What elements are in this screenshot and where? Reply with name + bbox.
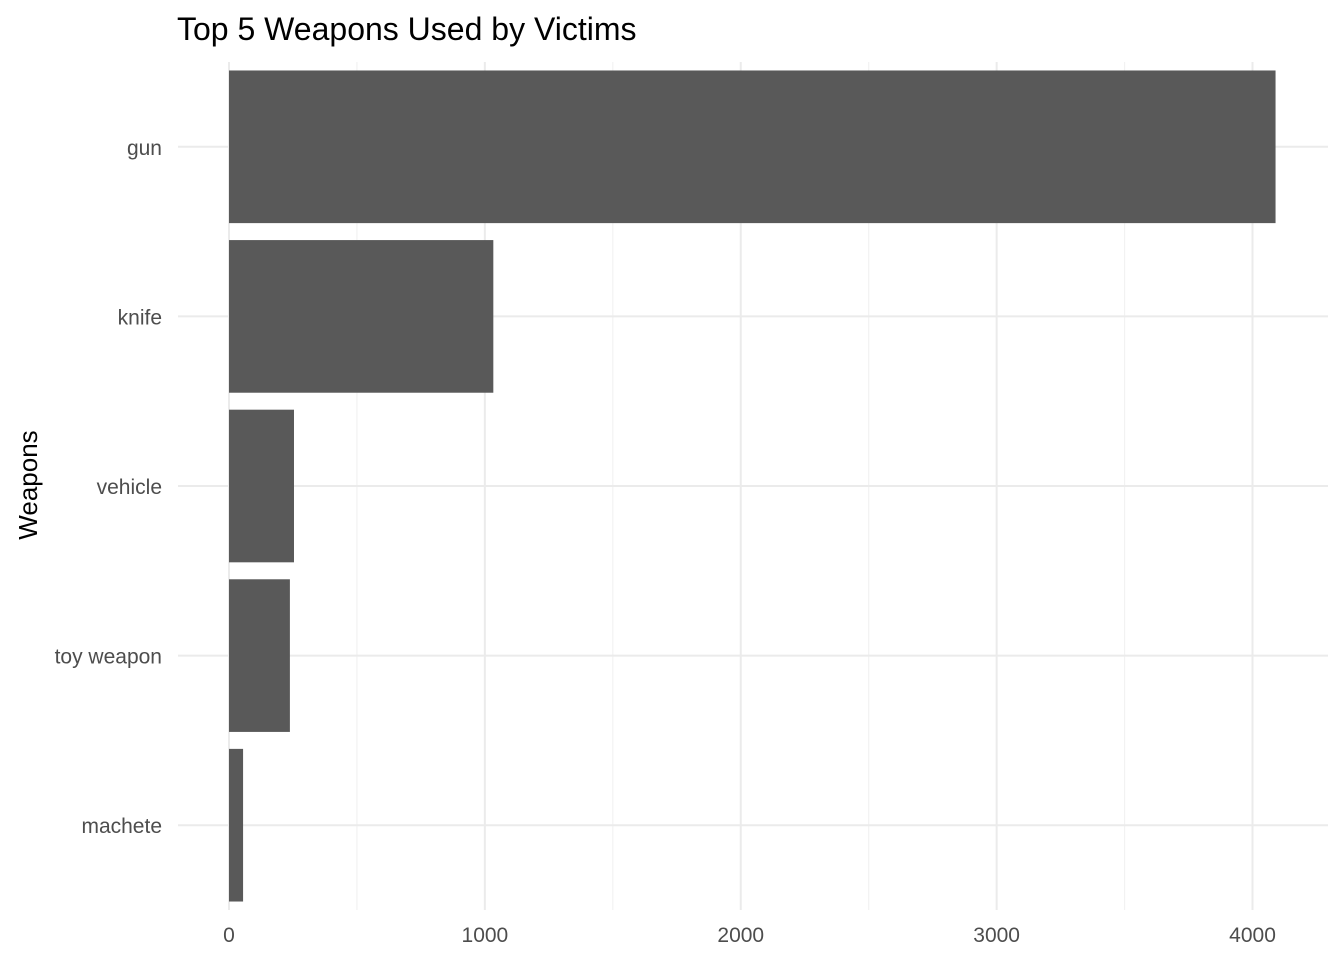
bar-machete (229, 748, 244, 902)
x-tick-label: 2000 (717, 924, 764, 947)
bar-vehicle (229, 409, 294, 563)
x-tick-label: 3000 (973, 924, 1020, 947)
y-tick-label: toy weapon (55, 646, 162, 669)
x-tick-label: 4000 (1229, 924, 1276, 947)
bar-gun (229, 70, 1276, 224)
y-tick-label: vehicle (97, 476, 162, 499)
y-tick-label: machete (81, 815, 162, 838)
chart-title: Top 5 Weapons Used by Victims (177, 11, 636, 47)
y-tick-label: gun (127, 137, 162, 160)
y-tick-label: knife (118, 306, 162, 329)
x-tick-label: 1000 (462, 924, 509, 947)
bar-knife (229, 240, 494, 393)
bars (229, 70, 1276, 902)
x-tick-label: 0 (223, 924, 235, 947)
y-tick-labels: gun knife vehicle toy weapon machete (55, 137, 162, 838)
y-axis-title: Weapons (13, 430, 43, 539)
bar-toy-weapon (229, 579, 290, 732)
x-tick-labels: 0 1000 2000 3000 4000 (223, 924, 1276, 947)
